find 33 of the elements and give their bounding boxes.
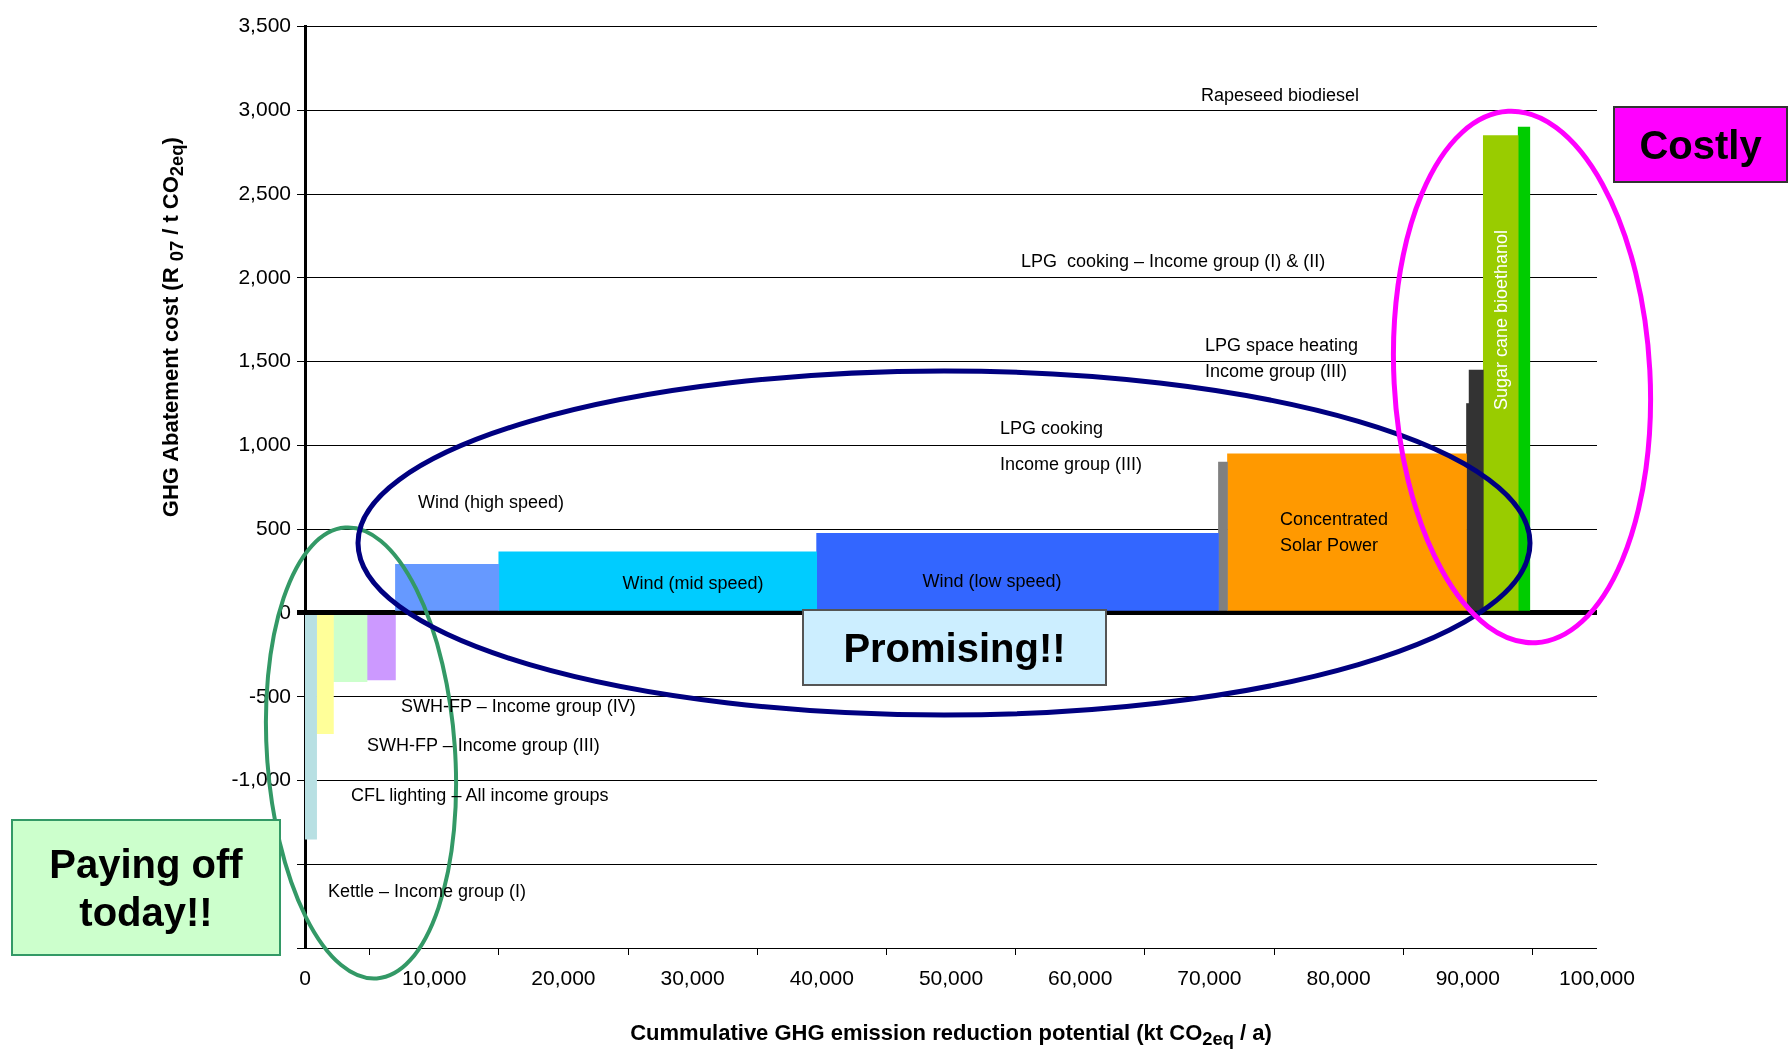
x-tick-label: 10,000 — [402, 966, 467, 990]
annotation: Wind (low speed) — [922, 570, 1062, 592]
x-axis-title: Cummulative GHG emission reduction potential (kt CO$_{2eq}$ / a) — [629, 1020, 1273, 1051]
x-tick-label: 80,000 — [1306, 966, 1371, 990]
y-tick-label: 1,500 — [238, 348, 291, 372]
x-tick-label: 0 — [299, 966, 311, 990]
y-tick-label: 2,500 — [238, 180, 291, 204]
x-tick-label: 70,000 — [1177, 966, 1242, 990]
y-tick-label: 3,000 — [238, 97, 291, 121]
y-tick-label: 2,000 — [238, 264, 291, 288]
x-tick-label: 50,000 — [918, 966, 984, 990]
annotation: LPG cooking Income group (III) — [1000, 417, 1143, 476]
y-tick-label: 500 — [255, 515, 291, 539]
annotation: Rapeseed biodiesel — [1201, 84, 1360, 106]
x-tick-label: 20,000 — [531, 966, 596, 990]
x-tick-label: 30,000 — [660, 966, 725, 990]
annotation: Promising!! — [802, 609, 1107, 686]
annotation: Concentrated Solar Power — [1280, 508, 1389, 557]
annotation: CFL lighting – All income groups — [351, 784, 609, 806]
y-tick-label: 1,000 — [238, 432, 291, 456]
annotation: Wind (high speed) — [418, 491, 565, 513]
annotation: LPG cooking – Income group (I) & (II) — [1021, 250, 1326, 272]
annotation: Sugar cane bioethanol — [1490, 229, 1512, 411]
y-tick-label: 3,500 — [238, 13, 291, 37]
annotation: LPG space heating Income group (III) — [1205, 334, 1359, 383]
annotation: SWH-FP – Income group (III) — [367, 734, 600, 756]
text: Costly — [1613, 106, 1788, 183]
x-tick-label: 100,000 — [1559, 966, 1635, 990]
x-tick-label: 90,000 — [1435, 966, 1500, 990]
x-tick-label: 60,000 — [1048, 966, 1113, 990]
annotation: Wind (mid speed) — [622, 572, 764, 594]
text: Paying off today!! — [11, 819, 281, 956]
x-tick-label: 40,000 — [789, 966, 854, 990]
